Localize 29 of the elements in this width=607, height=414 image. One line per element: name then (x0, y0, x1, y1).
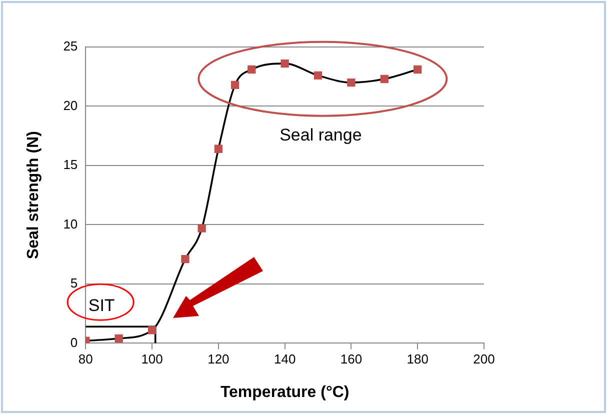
point (347, 78, 356, 87)
point (148, 326, 156, 334)
x-tick-label: 120 (208, 352, 230, 367)
point (181, 254, 190, 264)
x-tick-label: 140 (274, 352, 296, 367)
point (380, 74, 388, 84)
y-tick-label: 5 (70, 276, 78, 291)
y-axis-title: Seal strength (N) (25, 131, 42, 260)
point (414, 65, 422, 74)
annotation: Seal range (280, 126, 362, 145)
x-tick-label: 160 (340, 352, 362, 367)
y-tick-label: 20 (63, 98, 78, 113)
point (114, 334, 123, 343)
point (214, 144, 223, 153)
y-tick-label: 25 (63, 38, 78, 54)
y-tick-label: 0 (70, 334, 78, 350)
point (248, 65, 256, 74)
y-tick-label: 15 (63, 157, 78, 172)
x-tick-label: 100 (141, 352, 163, 367)
point (280, 60, 289, 68)
point (314, 71, 322, 80)
point (230, 80, 240, 89)
x-tick-label: 200 (473, 352, 495, 367)
x-axis-title: Temperature (°C) (220, 384, 350, 401)
y-tick-label: 10 (63, 216, 78, 232)
point (198, 224, 206, 232)
x-tick-label: 80 (78, 352, 93, 367)
annotation: SIT (88, 296, 115, 315)
x-tick-label: 180 (406, 352, 428, 367)
